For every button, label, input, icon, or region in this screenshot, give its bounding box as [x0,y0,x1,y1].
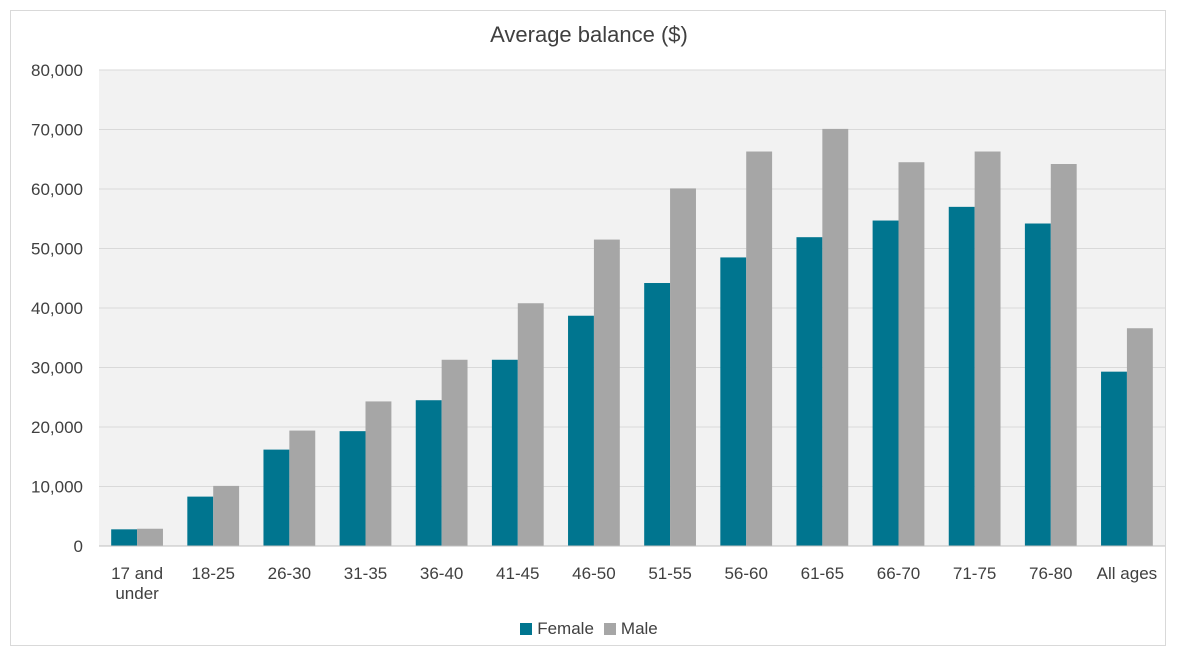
legend-item-female: Female [520,619,594,639]
bar-male [213,485,240,546]
x-tick-label: 18-25 [191,564,234,583]
x-tick-label: 41-45 [496,564,539,583]
legend-label-male: Male [620,619,658,638]
bar-female [263,449,290,546]
x-tick-label: 76-80 [1029,564,1072,583]
bar-female [491,359,518,546]
y-tick-label: 40,000 [31,299,83,318]
bar-female [339,431,366,546]
x-tick-label: 66-70 [877,564,920,583]
bar-male [898,162,925,546]
x-tick-label: 31-35 [344,564,387,583]
x-tick-label: 17 and under [111,564,163,603]
y-tick-label: 30,000 [31,359,83,378]
bar-male [137,528,163,546]
legend-item-male: Male [603,619,658,639]
bar-male [1050,164,1077,546]
chart-title: Average balance ($) [490,22,688,47]
y-tick-label: 20,000 [31,418,83,437]
bar-male [441,359,468,546]
chart-legend: Female Male [0,619,1178,639]
y-tick-label: 80,000 [31,61,83,80]
legend-swatch-female [520,623,533,635]
bar-female [720,257,747,546]
y-tick-label: 70,000 [31,121,83,140]
bar-female [111,529,138,546]
bar-male [746,151,773,546]
legend-swatch-male [603,623,616,635]
bar-female [796,237,823,546]
x-tick-label: All ages [1097,564,1157,583]
bar-female [948,206,975,546]
bar-male [670,188,696,546]
bar-female [644,283,671,546]
y-tick-label: 50,000 [31,240,83,259]
x-tick-label: 26-30 [268,564,311,583]
y-tick-label: 0 [74,537,83,556]
bar-male [289,430,316,546]
bar-female [568,315,594,546]
bar-male [517,303,544,546]
bar-female [187,496,214,546]
bar-female [415,400,442,546]
bar-female [1024,223,1051,546]
chart-frame [10,10,1166,646]
bar-female [1101,371,1127,546]
bar-male [822,128,849,546]
x-tick-label: 61-65 [801,564,844,583]
y-tick-label: 10,000 [31,478,83,497]
y-tick-label: 60,000 [31,180,83,199]
x-tick-label: 46-50 [572,564,615,583]
x-tick-label: 36-40 [420,564,463,583]
legend-label-female: Female [537,619,594,638]
x-tick-label: 51-55 [648,564,691,583]
bar-male [1126,328,1153,546]
x-tick-label: 56-60 [724,564,767,583]
bar-male [974,151,1001,546]
bar-male [593,239,620,546]
x-tick-label: 71-75 [953,564,996,583]
bar-male [365,401,392,546]
bar-female [872,220,899,546]
